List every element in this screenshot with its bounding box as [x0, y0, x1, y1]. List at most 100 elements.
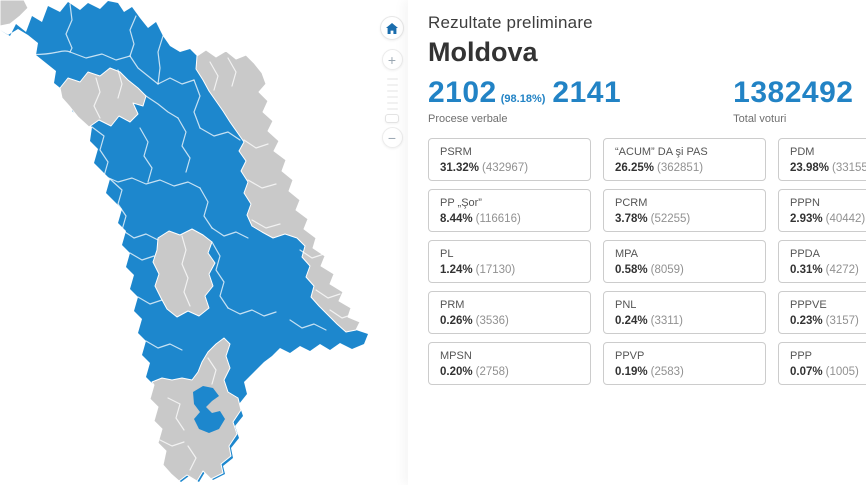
zoom-slider-tick [386, 96, 398, 98]
party-name: PDM [790, 146, 815, 158]
moldova-map[interactable] [0, 0, 408, 485]
processed-label: Procese verbale [428, 113, 508, 125]
party-votes: (3157) [825, 315, 859, 327]
party-votes: (3311) [650, 315, 683, 327]
party-result-line: 23.98%(331550) [790, 161, 866, 175]
party-percent: 26.25% [615, 162, 655, 174]
party-result-card[interactable]: PDM 23.98%(331550) [778, 138, 866, 181]
party-name: PNL [615, 299, 637, 311]
party-result-line: 3.78% (52255) [615, 212, 754, 226]
party-name: PCRM [615, 197, 648, 209]
party-result-line: 31.32% (432967) [440, 161, 579, 175]
party-result-line: 0.07% (1005) [790, 365, 866, 379]
party-votes: (4272) [825, 264, 859, 276]
party-votes: (432967) [482, 162, 529, 174]
processed-count: 2102 [428, 76, 497, 109]
map-region-inactive[interactable] [0, 0, 29, 27]
party-percent: 23.98% [790, 162, 830, 174]
party-result-card[interactable]: PNL 0.24% (3311) [603, 291, 766, 334]
processed-percent: (98.18%) [500, 93, 546, 105]
party-votes: (8059) [650, 264, 684, 276]
party-votes: (331550) [832, 162, 866, 174]
party-result-card[interactable]: PL 1.24% (17130) [428, 240, 591, 283]
total-votes-label: Total voturi [733, 113, 787, 125]
party-result-line: 0.24% (3311) [615, 314, 754, 328]
party-percent: 0.31% [790, 264, 823, 276]
party-name: MPSN [440, 350, 472, 362]
party-percent: 3.78% [615, 213, 648, 225]
party-percent: 0.58% [615, 264, 648, 276]
zoom-slider-tick [386, 78, 398, 80]
home-icon [386, 22, 398, 34]
map-regions-inactive[interactable] [0, 0, 361, 482]
party-name: PPDA [790, 248, 820, 260]
party-name: PL [440, 248, 454, 260]
party-percent: 0.19% [615, 366, 648, 378]
party-percent: 31.32% [440, 162, 480, 174]
party-votes: (1005) [825, 366, 859, 378]
party-name: PPP [790, 350, 813, 362]
party-result-card[interactable]: PPPVE 0.23% (3157) [778, 291, 866, 334]
page-title: Moldova [428, 37, 538, 67]
party-result-line: 0.31% (4272) [790, 263, 866, 277]
party-result-card[interactable]: PCRM 3.78% (52255) [603, 189, 766, 232]
home-button[interactable] [380, 16, 404, 40]
party-name: PPPVE [790, 299, 827, 311]
map-area: + − [0, 0, 408, 485]
map-controls: + − [379, 16, 405, 148]
party-result-card[interactable]: MPA 0.58% (8059) [603, 240, 766, 283]
processed-stat: 2102 (98.18%) 2141 Procese verbale [428, 76, 621, 125]
zoom-slider[interactable] [385, 76, 399, 123]
page-subtitle: Rezultate preliminare [428, 13, 593, 32]
party-votes: (52255) [650, 213, 691, 225]
party-result-line: 1.24% (17130) [440, 263, 579, 277]
party-name: PP „Şor” [440, 197, 482, 209]
party-votes: (2758) [475, 366, 509, 378]
party-result-line: 8.44% (116616) [440, 212, 579, 226]
party-result-card[interactable]: PPP 0.07% (1005) [778, 342, 866, 385]
party-percent: 8.44% [440, 213, 473, 225]
zoom-slider-tick [386, 102, 398, 104]
party-result-card[interactable]: PPPN 2.93% (40442) [778, 189, 866, 232]
party-votes: (17130) [475, 264, 516, 276]
map-region-active[interactable] [193, 386, 225, 433]
results-grid: PSRM 31.32% (432967) “ACUM” DA şi PAS 26.25%… [428, 138, 866, 385]
party-name: “ACUM” DA şi PAS [615, 146, 708, 158]
party-result-card[interactable]: MPSN 0.20% (2758) [428, 342, 591, 385]
party-result-card[interactable]: PSRM 31.32% (432967) [428, 138, 591, 181]
zoom-slider-tick [386, 84, 398, 86]
party-votes: (2583) [650, 366, 684, 378]
party-result-card[interactable]: PPDA 0.31% (4272) [778, 240, 866, 283]
zoom-in-button[interactable]: + [381, 49, 403, 70]
total-votes-stat: 1382492 Total voturi [733, 76, 853, 125]
map-region-inactive[interactable] [59, 67, 147, 128]
party-result-card[interactable]: PP „Şor” 8.44% (116616) [428, 189, 591, 232]
party-percent: 0.24% [615, 315, 648, 327]
results-panel: Rezultate preliminare Moldova 2102 (98.1… [408, 0, 866, 485]
zoom-out-button[interactable]: − [381, 127, 403, 148]
party-result-line: 0.58% (8059) [615, 263, 754, 277]
party-percent: 2.93% [790, 213, 823, 225]
party-result-card[interactable]: “ACUM” DA şi PAS 26.25% (362851) [603, 138, 766, 181]
party-name: PPPN [790, 197, 820, 209]
party-name: PPVP [615, 350, 645, 362]
total-votes-count: 1382492 [733, 76, 854, 109]
party-result-card[interactable]: PPVP 0.19% (2583) [603, 342, 766, 385]
party-votes: (40442) [825, 213, 866, 225]
party-percent: 0.07% [790, 366, 823, 378]
map-region-inactive[interactable] [152, 228, 216, 318]
party-result-line: 26.25% (362851) [615, 161, 754, 175]
zoom-slider-tick [386, 108, 398, 110]
party-result-card[interactable]: PRM 0.26% (3536) [428, 291, 591, 334]
processed-total: 2141 [552, 76, 622, 109]
party-result-line: 0.19% (2583) [615, 365, 754, 379]
party-percent: 0.26% [440, 315, 473, 327]
map-region-inactive[interactable] [195, 49, 361, 333]
district-borders [0, 3, 355, 471]
party-name: PSRM [440, 146, 472, 158]
zoom-slider-handle[interactable] [385, 114, 399, 123]
party-percent: 0.20% [440, 366, 473, 378]
party-result-line: 2.93% (40442) [790, 212, 866, 226]
party-percent: 1.24% [440, 264, 473, 276]
